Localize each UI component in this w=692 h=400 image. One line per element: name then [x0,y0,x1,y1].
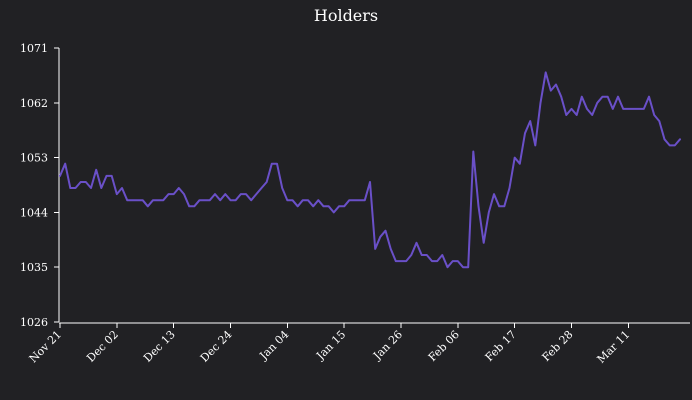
x-tick-label: Dec 02 [84,328,121,365]
y-tick-label: 1044 [20,206,48,219]
x-tick-label: Nov 21 [27,328,64,365]
y-tick-label: 1071 [20,42,48,55]
y-tick-label: 1035 [20,261,48,274]
x-tick-label: Feb 17 [483,328,519,364]
y-tick-label: 1062 [20,97,48,110]
series-line-holders [59,71,681,269]
x-tick-label: Jan 15 [313,328,348,363]
x-axis: Nov 21 Dec 02 Dec 13 Dec 24 Jan 04 Jan 15 Jan … [27,322,690,366]
series-layer [59,71,681,269]
y-axis: 1026 1035 1044 1053 1062 1071 [20,42,60,329]
x-tick-label: Feb 06 [426,328,462,364]
x-tick-label: Dec 24 [198,328,235,365]
x-tick-label: Mar 11 [595,328,633,366]
x-tick-label: Jan 04 [256,328,291,363]
y-tick-label: 1026 [20,316,48,329]
y-tick-label: 1053 [20,152,48,165]
x-tick-label: Jan 26 [370,328,405,363]
x-tick-label: Feb 28 [540,328,576,364]
chart-title: Holders [314,6,378,25]
x-tick-label: Dec 13 [141,328,178,365]
